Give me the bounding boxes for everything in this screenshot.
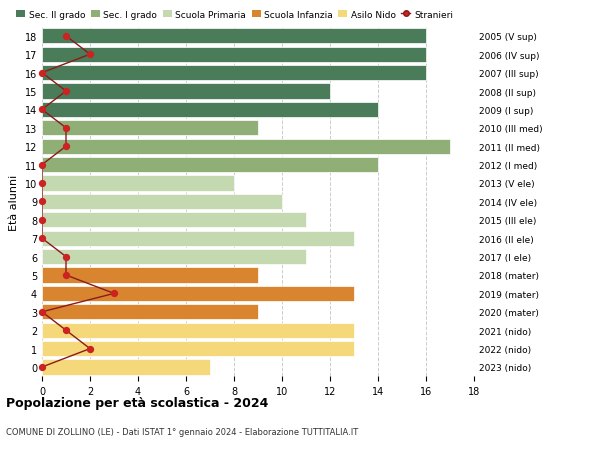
- Point: [61, 88, 71, 95]
- Point: [61, 125, 71, 132]
- Bar: [42, 158, 378, 173]
- Text: COMUNE DI ZOLLINO (LE) - Dati ISTAT 1° gennaio 2024 - Elaborazione TUTTITALIA.IT: COMUNE DI ZOLLINO (LE) - Dati ISTAT 1° g…: [6, 427, 358, 436]
- Point: [37, 106, 47, 114]
- Bar: [42, 360, 210, 375]
- Point: [61, 253, 71, 261]
- Bar: [42, 176, 234, 191]
- Bar: [42, 121, 258, 136]
- Bar: [42, 140, 450, 154]
- Bar: [42, 341, 354, 356]
- Point: [85, 51, 95, 59]
- Point: [85, 345, 95, 353]
- Legend: Sec. II grado, Sec. I grado, Scuola Primaria, Scuola Infanzia, Asilo Nido, Stran: Sec. II grado, Sec. I grado, Scuola Prim…: [16, 11, 453, 20]
- Point: [61, 272, 71, 279]
- Bar: [42, 286, 354, 301]
- Point: [37, 364, 47, 371]
- Bar: [42, 213, 306, 228]
- Point: [61, 327, 71, 334]
- Bar: [42, 103, 378, 118]
- Point: [37, 308, 47, 316]
- Point: [61, 33, 71, 40]
- Bar: [42, 305, 258, 319]
- Point: [37, 217, 47, 224]
- Bar: [42, 48, 426, 62]
- Point: [37, 180, 47, 187]
- Bar: [42, 84, 330, 99]
- Point: [37, 70, 47, 77]
- Y-axis label: Età alunni: Età alunni: [9, 174, 19, 230]
- Bar: [42, 195, 282, 209]
- Point: [37, 198, 47, 206]
- Bar: [42, 268, 258, 283]
- Bar: [42, 250, 306, 264]
- Point: [37, 235, 47, 242]
- Bar: [42, 323, 354, 338]
- Point: [109, 290, 119, 297]
- Bar: [42, 231, 354, 246]
- Text: Popolazione per età scolastica - 2024: Popolazione per età scolastica - 2024: [6, 396, 268, 409]
- Bar: [42, 29, 426, 44]
- Point: [61, 143, 71, 151]
- Bar: [42, 66, 426, 81]
- Point: [37, 162, 47, 169]
